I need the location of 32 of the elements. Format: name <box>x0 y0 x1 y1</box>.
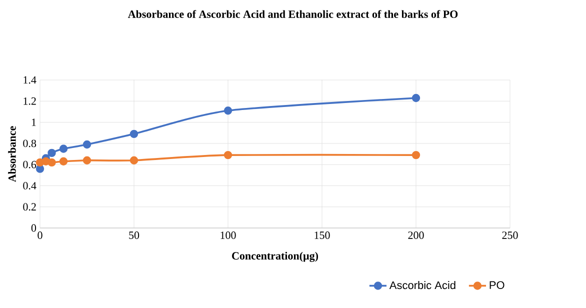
legend-label: Ascorbic Acid <box>389 281 456 290</box>
point <box>48 148 56 158</box>
legend-label: PO <box>490 281 504 289</box>
y-tick-label: 0.2 <box>23 203 36 211</box>
point <box>48 158 56 167</box>
x-axis-title: Concentration(µg) <box>232 252 318 262</box>
point <box>82 140 92 149</box>
point <box>412 94 420 102</box>
point <box>36 164 44 173</box>
x-tick-label: 100 <box>220 232 236 239</box>
point <box>224 150 232 160</box>
x-tick-label: 200 <box>408 232 424 239</box>
x-tick-label: 150 <box>314 232 330 239</box>
y-tick-label: 0.8 <box>23 140 36 148</box>
point <box>59 144 68 153</box>
x-tick-label: 0 <box>38 232 42 239</box>
y-tick-label: 0 <box>31 224 36 232</box>
point <box>59 157 68 166</box>
point <box>412 150 420 160</box>
y-tick-label: 0.4 <box>23 182 36 190</box>
x-tick-label: 50 <box>129 232 140 239</box>
y-tick-label: 0.6 <box>23 160 36 168</box>
chart-title: Absorbance of Ascorbic Acid and Ethanolic extract of the barks of PO <box>128 10 458 18</box>
y-tick-label: 1.2 <box>24 97 36 105</box>
point <box>224 106 232 115</box>
y-tick-label: 1.4 <box>24 76 36 84</box>
point <box>130 130 138 138</box>
y-tick-label: 1 <box>32 118 36 126</box>
x-tick-label: 250 <box>502 232 518 239</box>
point <box>82 156 92 164</box>
point <box>130 156 138 164</box>
y-axis-title: Absorbance <box>8 126 16 182</box>
